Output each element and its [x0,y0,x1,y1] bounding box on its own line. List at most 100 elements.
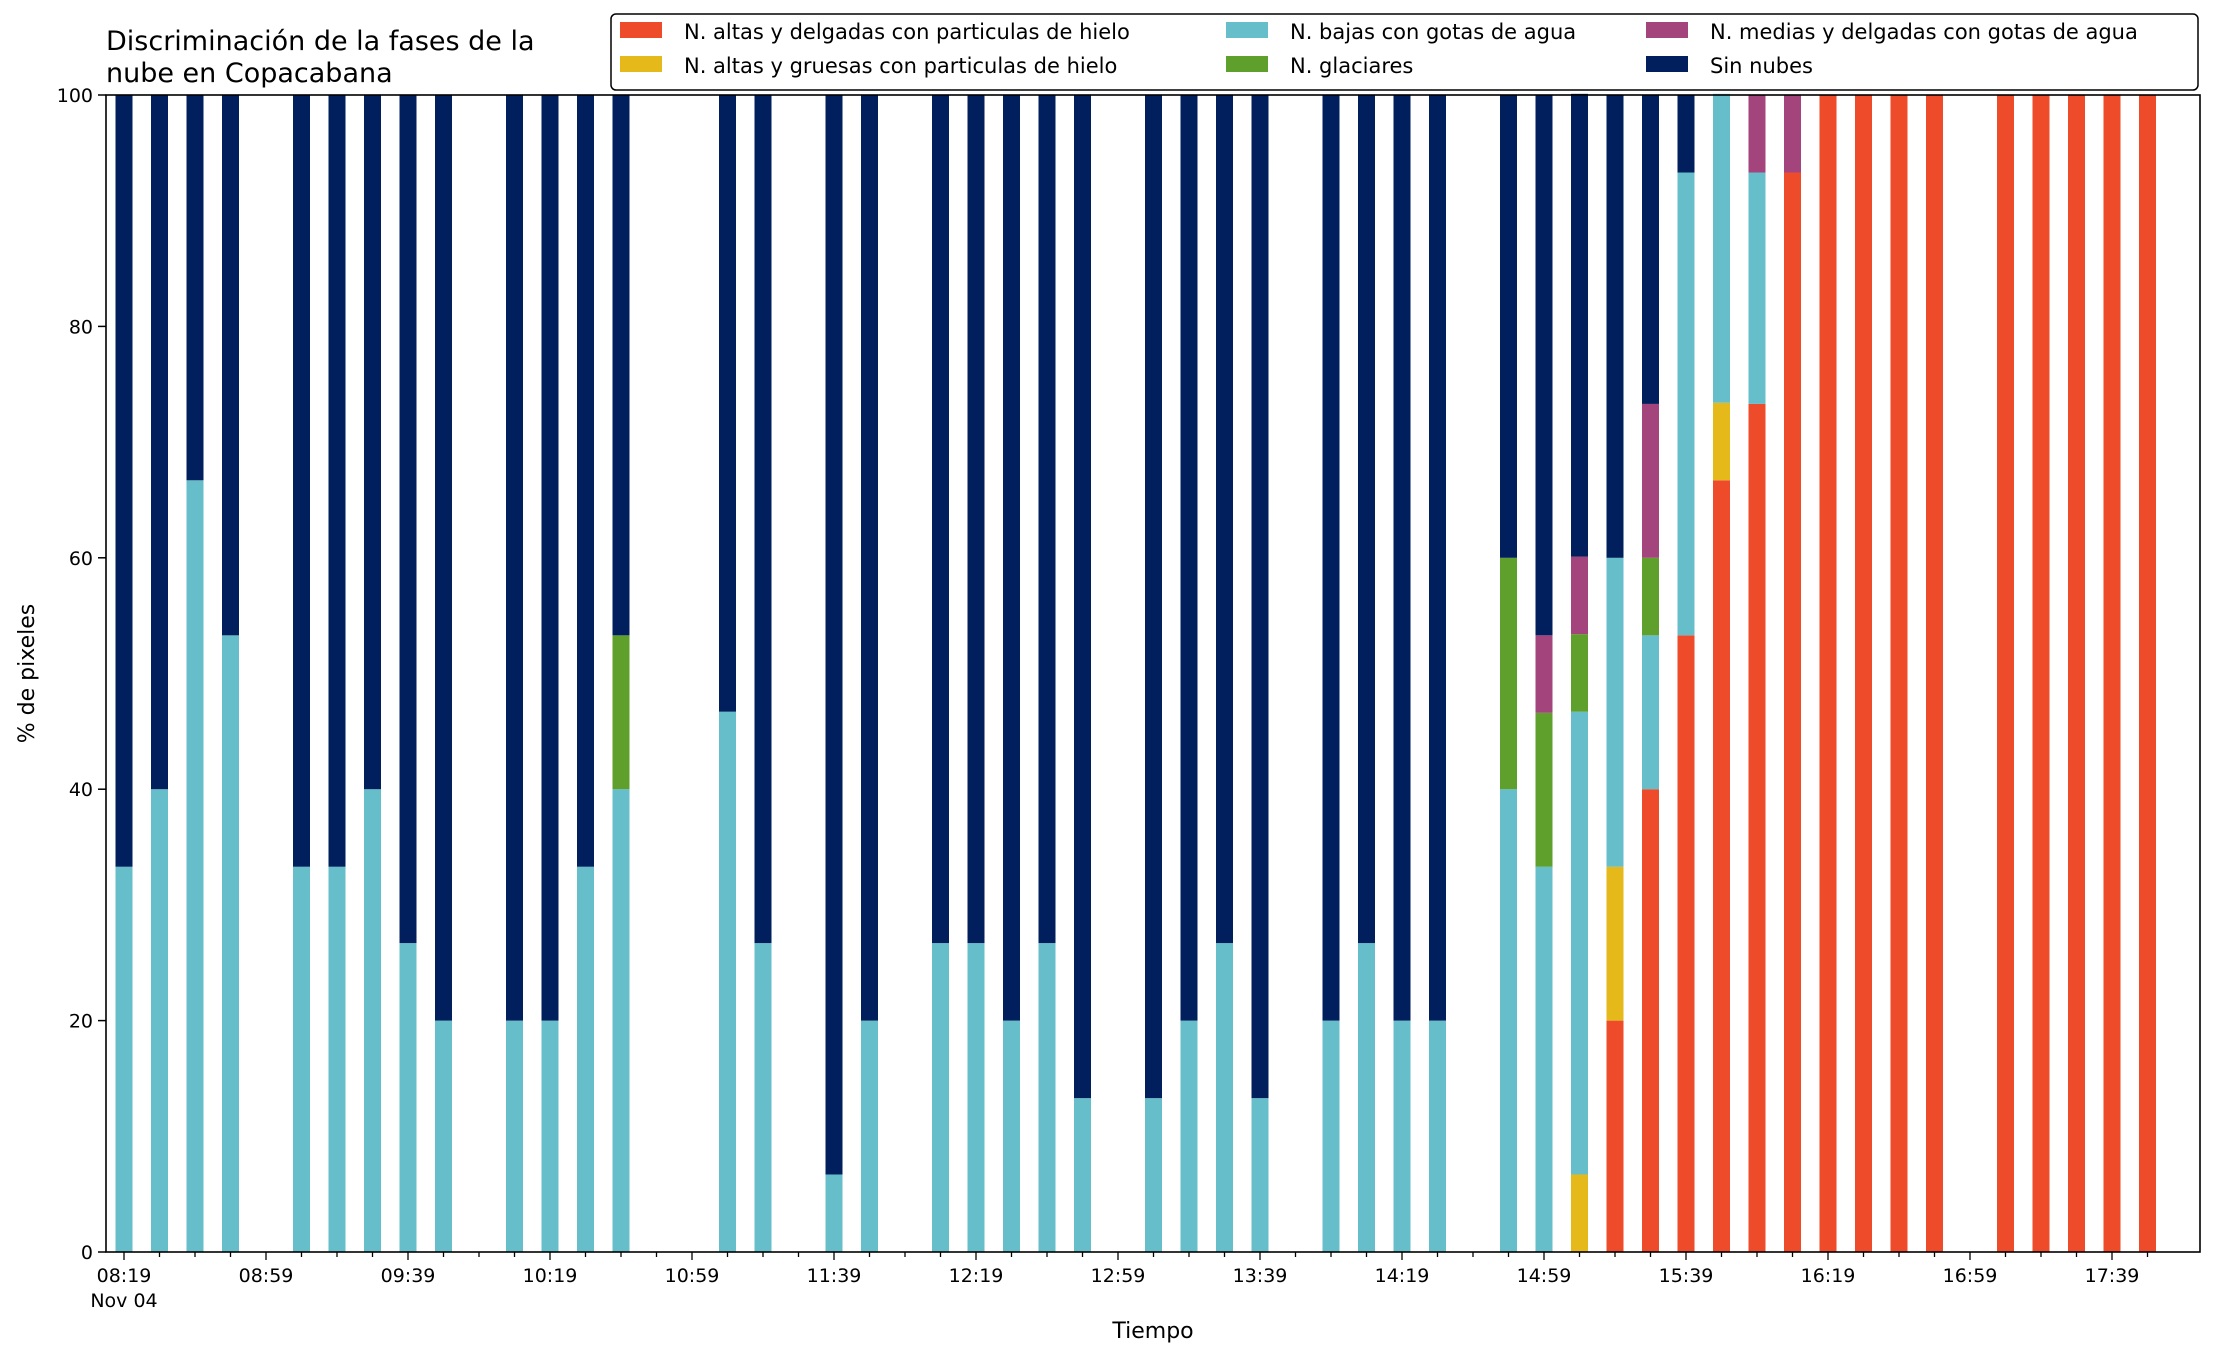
x-tick-label: 14:19 [1375,1265,1430,1287]
bar-segment-16:29-series-0 [1855,95,1872,1252]
bar-segment-09:09-series-2 [293,866,310,1252]
bar-segment-12:19-series-2 [967,943,985,1252]
bars-layer [115,93,2156,1252]
bar-segment-08:29-series-5 [151,95,168,790]
bar-segment-12:49-series-5 [1074,95,1091,1099]
bar-segment-15:39-series-0 [1677,635,1695,1252]
legend-swatch [1646,22,1688,38]
bar-segment-13:59-series-2 [1322,1020,1340,1252]
bar-segment-11:39-series-2 [825,1174,843,1252]
bar-segment-13:29-series-5 [1216,95,1233,944]
bar-segment-16:19-series-0 [1819,95,1837,1252]
bar-segment-14:59-series-5 [1535,95,1553,636]
legend-box [610,13,2199,91]
bar-segment-10:39-series-5 [612,95,630,636]
bar-segment-15:49-series-0 [1713,480,1730,1252]
bar-segment-15:29-series-5 [1642,95,1659,404]
bar-segment-14:49-series-5 [1500,95,1517,558]
bar-segment-09:19-series-5 [328,95,346,867]
x-tick-label: 16:59 [1943,1265,1998,1287]
x-tick-sublabel: Nov 04 [90,1290,157,1312]
bar-segment-14:49-series-2 [1500,789,1517,1252]
bar-segment-09:19-series-2 [328,866,346,1252]
bar-segment-15:29-series-3 [1642,557,1659,636]
legend-label: N. glaciares [1290,54,1413,78]
bar-segment-08:39-series-2 [186,480,204,1252]
bar-segment-15:09-series-5 [1571,93,1588,557]
bar-segment-15:59-series-0 [1748,403,1766,1252]
bar-segment-13:39-series-5 [1251,95,1269,1099]
bar-segment-14:29-series-2 [1429,1020,1446,1252]
bar-segment-08:29-series-2 [151,789,168,1252]
y-tick-label: 20 [69,1011,93,1033]
bar-segment-13:59-series-5 [1322,95,1340,1021]
bar-segment-15:19-series-1 [1606,866,1624,1021]
bar-segment-15:19-series-5 [1606,95,1624,558]
y-axis-label: % de pixeles [15,604,40,743]
bar-segment-17:29-series-0 [2068,95,2085,1252]
bar-segment-12:09-series-5 [932,95,949,944]
bar-segment-12:29-series-5 [1003,95,1020,1021]
bar-segment-13:19-series-2 [1180,1020,1198,1252]
y-tick-label: 0 [81,1242,93,1264]
bar-segment-09:39-series-2 [399,943,417,1252]
bar-segment-10:39-series-2 [612,789,630,1252]
legend-swatch [620,22,662,38]
bar-segment-15:59-series-4 [1748,95,1766,173]
x-tick-label: 12:19 [949,1265,1004,1287]
bar-segment-09:49-series-5 [435,95,452,1021]
y-tick-label: 80 [69,316,93,338]
bar-segment-11:09-series-5 [719,95,736,712]
bar-segment-11:39-series-5 [825,95,843,1175]
bar-segment-12:29-series-2 [1003,1020,1020,1252]
bar-segment-15:09-series-4 [1571,556,1588,635]
bar-segment-13:09-series-5 [1145,95,1162,1099]
bar-segment-15:29-series-0 [1642,789,1659,1252]
bar-segment-08:49-series-5 [222,95,239,636]
x-tick-label: 10:59 [665,1265,720,1287]
x-tick-label: 15:39 [1659,1265,1714,1287]
bar-segment-12:49-series-2 [1074,1098,1091,1252]
bar-segment-15:09-series-2 [1571,711,1588,1175]
bar-segment-11:09-series-2 [719,711,736,1252]
bar-segment-10:19-series-2 [541,1020,559,1252]
legend-label: N. altas y delgadas con particulas de hi… [684,20,1130,44]
bar-segment-10:09-series-2 [506,1020,523,1252]
x-tick-label: 13:39 [1233,1265,1288,1287]
bar-segment-09:29-series-5 [364,95,381,790]
bar-segment-16:49-series-0 [1926,95,1943,1252]
bar-segment-12:39-series-2 [1038,943,1056,1252]
bar-segment-12:39-series-5 [1038,95,1056,944]
chart-title: Discriminación de la fases de la nube en … [106,26,535,89]
bar-segment-10:29-series-5 [577,95,594,867]
bar-segment-14:59-series-3 [1535,712,1553,867]
bar-segment-12:19-series-5 [967,95,985,944]
y-tick-label: 100 [57,85,93,107]
bar-segment-17:09-series-0 [1997,95,2014,1252]
bar-segment-14:19-series-2 [1393,1020,1411,1252]
bar-segment-16:09-series-4 [1784,95,1801,173]
bar-segment-12:09-series-2 [932,943,949,1252]
x-tick-label: 17:39 [2085,1265,2140,1287]
bar-segment-15:09-series-3 [1571,634,1588,712]
bar-segment-10:09-series-5 [506,95,523,1021]
bar-segment-15:19-series-2 [1606,557,1624,867]
bar-segment-14:19-series-5 [1393,95,1411,1021]
bar-segment-13:09-series-2 [1145,1098,1162,1252]
legend-label: Sin nubes [1710,54,1813,78]
bar-segment-15:09-series-1 [1571,1174,1588,1252]
bar-segment-14:29-series-5 [1429,95,1446,1021]
bar-segment-10:19-series-5 [541,95,559,1021]
bar-segment-17:39-series-0 [2103,95,2121,1252]
bar-segment-15:59-series-2 [1748,172,1766,404]
bar-segment-11:19-series-5 [754,95,772,944]
x-tick-label: 09:39 [381,1265,436,1287]
bar-segment-16:39-series-0 [1890,95,1908,1252]
bar-segment-15:39-series-2 [1677,172,1695,636]
bar-segment-15:19-series-0 [1606,1020,1624,1252]
x-axis-label: Tiempo [1111,1319,1193,1344]
bar-segment-15:29-series-2 [1642,635,1659,790]
bar-segment-08:19-series-2 [115,866,133,1252]
bar-segment-16:09-series-0 [1784,172,1801,1252]
bar-segment-14:09-series-5 [1358,95,1375,944]
